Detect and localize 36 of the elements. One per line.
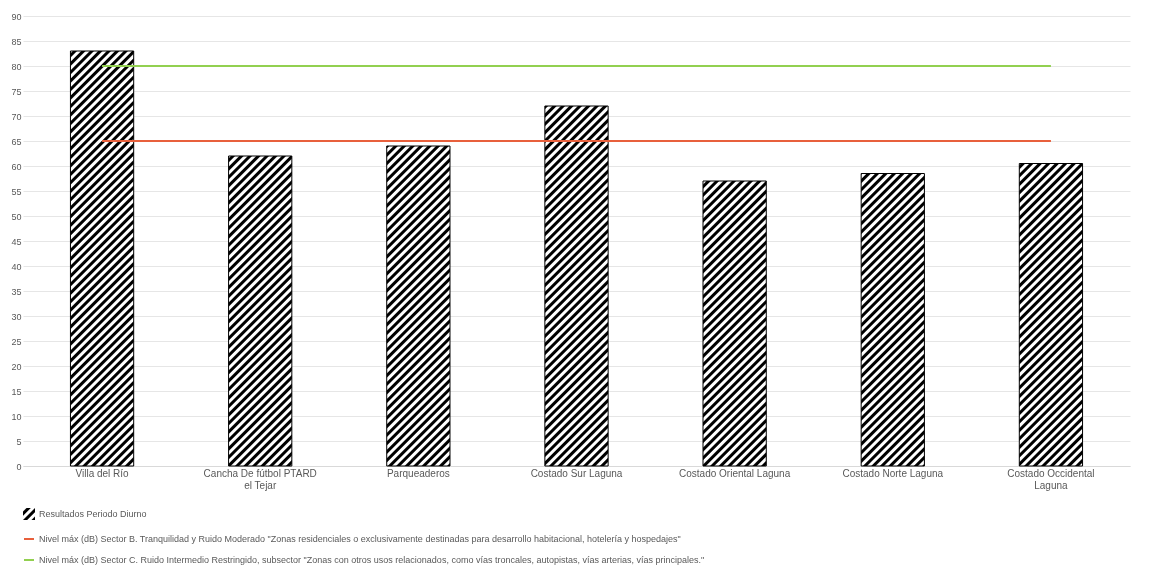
bar [544, 105, 609, 467]
y-tick-label: 30 [11, 311, 22, 322]
y-tick-label: 50 [11, 211, 22, 222]
legend-label: Nivel máx (dB) Sector C. Ruido Intermedio Restringido, subsector "Zonas con otros usos relacionados, como vías troncales, autopistas, vías arterias, vías principales." [39, 555, 705, 565]
x-tick-label: Costado Oriental Laguna [679, 467, 791, 479]
x-tick-label: Villa del Río [75, 467, 130, 479]
y-tick-label: 0 [16, 461, 22, 472]
x-tick-label: Costado Sur Laguna [530, 467, 623, 479]
y-tick-label: 85 [11, 36, 22, 47]
bar [702, 180, 767, 467]
y-tick-label: 5 [16, 436, 22, 447]
bar [228, 155, 293, 467]
y-tick-label: 65 [11, 136, 22, 147]
y-tick-label: 35 [11, 286, 22, 297]
y-tick-label: 15 [11, 386, 22, 397]
bar [69, 50, 135, 467]
y-tick-label: 80 [11, 61, 22, 72]
y-tick-label: 70 [11, 111, 22, 122]
y-tick-label: 75 [11, 86, 22, 97]
y-tick-label: 20 [11, 361, 22, 372]
y-tick-label: 55 [11, 186, 22, 197]
x-tick-label: Parqueaderos [386, 467, 450, 479]
bar [386, 145, 451, 467]
legend-label: Resultados Periodo Diurno [39, 509, 147, 519]
x-tick-label: Costado Norte Laguna [842, 467, 944, 479]
legend-label: Nivel máx (dB) Sector B. Tranquilidad y Ruido Moderado "Zonas residenciales o exclusivamente destinadas para desarrollo habitacional, hotelería y hospedajes" [39, 534, 681, 544]
x-tick-label: Costado Occidental Laguna [1007, 467, 1095, 491]
x-tick-label: Cancha De fútbol PTARD el Tejar [203, 467, 317, 491]
y-tick-label: 60 [11, 161, 22, 172]
bar [860, 173, 925, 467]
y-tick-label: 90 [11, 11, 22, 22]
y-tick-label: 25 [11, 336, 22, 347]
y-tick-label: 40 [11, 261, 22, 272]
bar [1018, 163, 1084, 467]
y-tick-label: 45 [11, 236, 22, 247]
y-tick-label: 10 [11, 411, 22, 422]
